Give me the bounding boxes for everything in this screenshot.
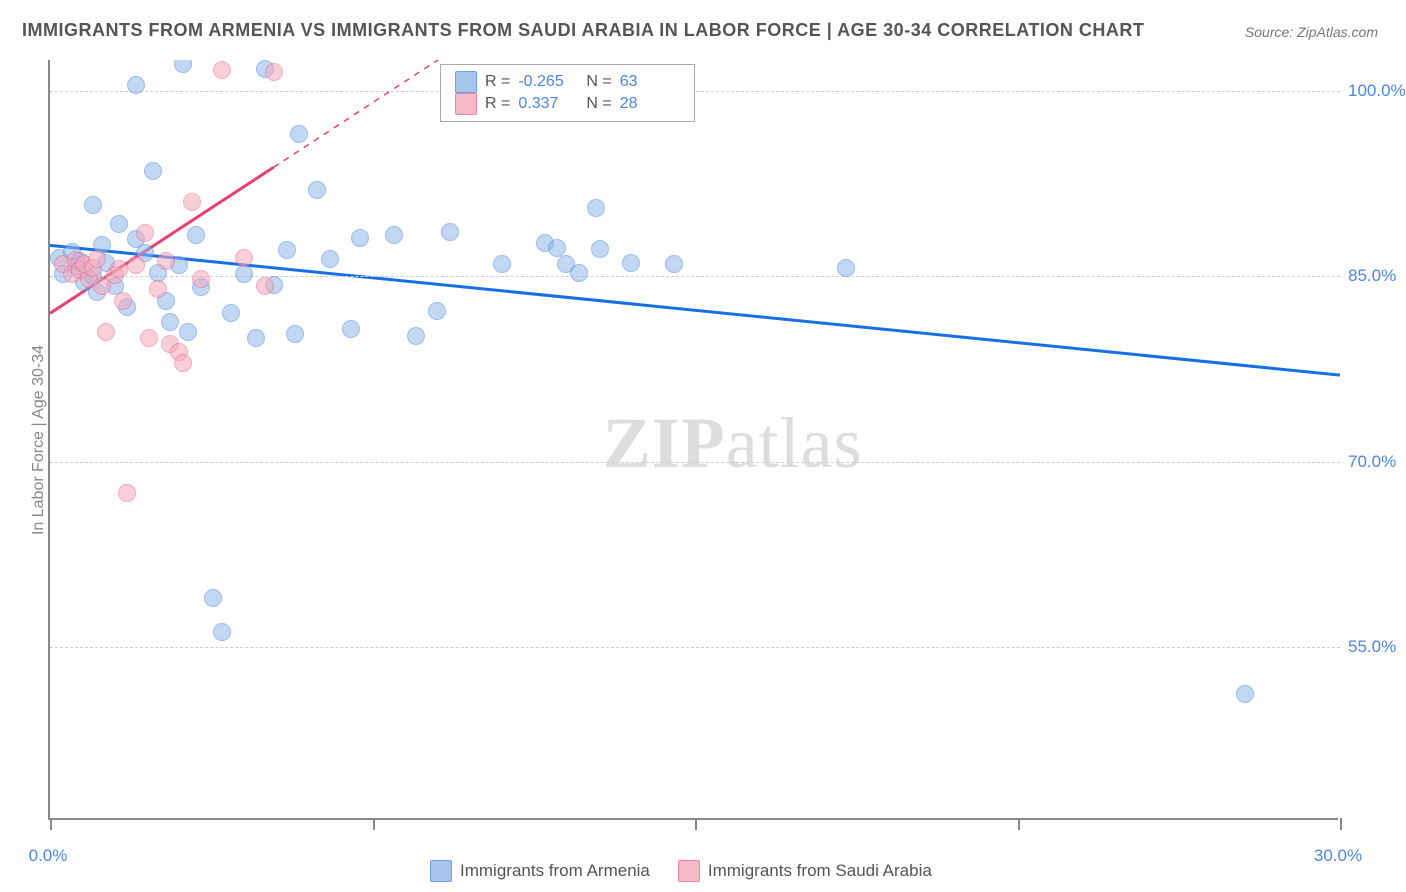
- data-point: [222, 304, 240, 322]
- data-point: [385, 226, 403, 244]
- data-point: [837, 259, 855, 277]
- legend-series: Immigrants from Armenia Immigrants from S…: [430, 860, 932, 882]
- data-point: [428, 302, 446, 320]
- legend-swatch: [430, 860, 452, 882]
- data-point: [286, 325, 304, 343]
- data-point: [179, 323, 197, 341]
- data-point: [570, 264, 588, 282]
- legend-r-value: -0.265: [518, 73, 578, 91]
- data-point: [127, 76, 145, 94]
- data-point: [351, 229, 369, 247]
- legend-series-item: Immigrants from Saudi Arabia: [678, 860, 932, 882]
- data-point: [441, 223, 459, 241]
- data-point: [110, 215, 128, 233]
- data-point: [342, 320, 360, 338]
- data-point: [235, 265, 253, 283]
- data-point: [174, 354, 192, 372]
- x-tick: [1018, 818, 1020, 830]
- trend-lines-svg: [50, 60, 1340, 820]
- legend-n-value: 28: [620, 95, 680, 113]
- data-point: [84, 196, 102, 214]
- y-tick-label: 85.0%: [1348, 266, 1406, 286]
- legend-r-label: R =: [485, 73, 510, 91]
- x-tick: [373, 818, 375, 830]
- y-tick-label: 100.0%: [1348, 81, 1406, 101]
- data-point: [88, 250, 106, 268]
- legend-swatch: [455, 93, 477, 115]
- data-point: [118, 484, 136, 502]
- data-point: [256, 277, 274, 295]
- data-point: [290, 125, 308, 143]
- data-point: [161, 313, 179, 331]
- legend-swatch: [678, 860, 700, 882]
- data-point: [308, 181, 326, 199]
- data-point: [174, 60, 192, 73]
- legend-n-value: 63: [620, 73, 680, 91]
- chart-title: IMMIGRANTS FROM ARMENIA VS IMMIGRANTS FR…: [22, 20, 1144, 41]
- data-point: [265, 63, 283, 81]
- data-point: [591, 240, 609, 258]
- legend-swatch: [455, 71, 477, 93]
- x-tick: [1340, 818, 1342, 830]
- x-tick-label: 30.0%: [1314, 846, 1362, 866]
- data-point: [144, 162, 162, 180]
- legend-statistics: R = -0.265 N = 63 R = 0.337 N = 28: [440, 64, 695, 122]
- data-point: [407, 327, 425, 345]
- legend-series-label: Immigrants from Armenia: [460, 861, 650, 881]
- x-tick-label: 0.0%: [29, 846, 68, 866]
- data-point: [157, 252, 175, 270]
- y-axis-label: In Labor Force | Age 30-34: [30, 345, 48, 535]
- data-point: [110, 260, 128, 278]
- data-point: [665, 255, 683, 273]
- legend-r-value: 0.337: [518, 95, 578, 113]
- data-point: [622, 254, 640, 272]
- legend-series-label: Immigrants from Saudi Arabia: [708, 861, 932, 881]
- data-point: [127, 256, 145, 274]
- data-point: [278, 241, 296, 259]
- x-tick: [50, 818, 52, 830]
- chart-frame: [48, 60, 1338, 820]
- data-point: [114, 292, 132, 310]
- plot-area: [50, 60, 1340, 820]
- data-point: [587, 199, 605, 217]
- legend-n-label: N =: [586, 73, 611, 91]
- data-point: [493, 255, 511, 273]
- gridline: [50, 91, 1340, 92]
- gridline: [50, 647, 1340, 648]
- legend-r-label: R =: [485, 95, 510, 113]
- data-point: [140, 329, 158, 347]
- data-point: [149, 280, 167, 298]
- legend-stat-row: R = -0.265 N = 63: [455, 71, 680, 93]
- data-point: [136, 224, 154, 242]
- x-tick: [695, 818, 697, 830]
- data-point: [204, 589, 222, 607]
- legend-series-item: Immigrants from Armenia: [430, 860, 650, 882]
- legend-stat-row: R = 0.337 N = 28: [455, 93, 680, 115]
- source-attribution: Source: ZipAtlas.com: [1245, 24, 1378, 40]
- data-point: [235, 249, 253, 267]
- data-point: [321, 250, 339, 268]
- gridline: [50, 462, 1340, 463]
- legend-n-label: N =: [586, 95, 611, 113]
- y-tick-label: 70.0%: [1348, 452, 1406, 472]
- data-point: [183, 193, 201, 211]
- data-point: [1236, 685, 1254, 703]
- data-point: [192, 270, 210, 288]
- data-point: [213, 623, 231, 641]
- data-point: [213, 61, 231, 79]
- y-tick-label: 55.0%: [1348, 637, 1406, 657]
- data-point: [187, 226, 205, 244]
- data-point: [247, 329, 265, 347]
- data-point: [97, 323, 115, 341]
